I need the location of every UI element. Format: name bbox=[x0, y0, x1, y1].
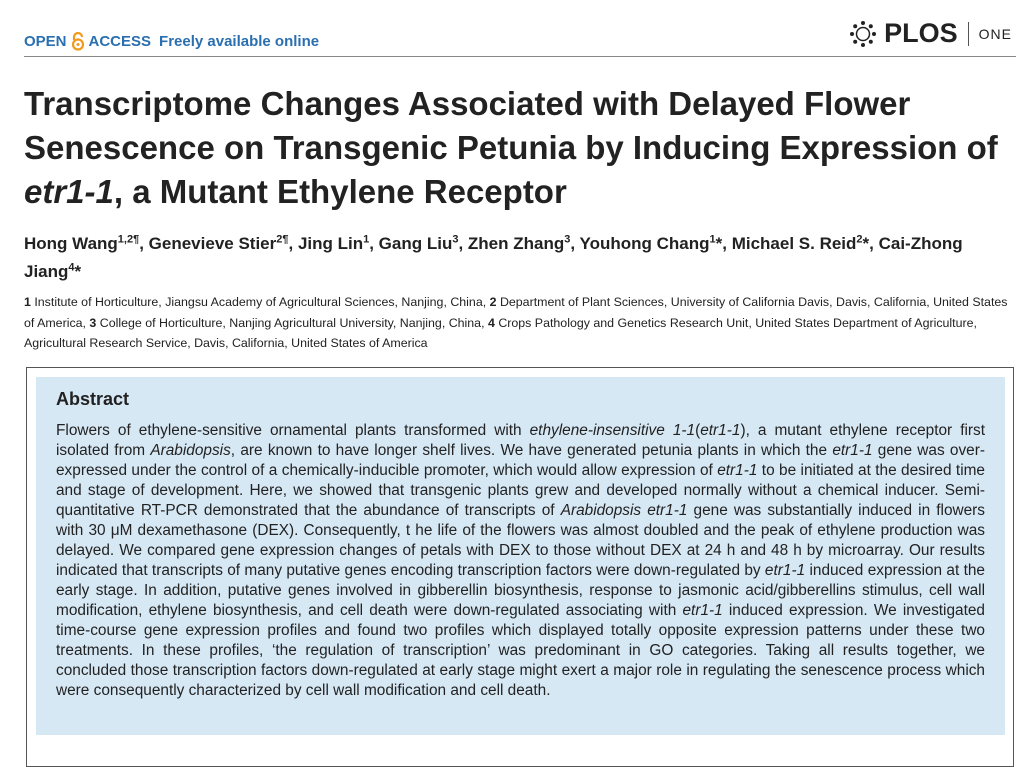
text-run: Hong Wang bbox=[24, 234, 118, 253]
italic-text: ethylene-insensitive 1-1 bbox=[529, 422, 696, 439]
abstract-body: Flowers of ethylene-sensitive ornamental… bbox=[56, 421, 985, 701]
text-run: induced expression. We investigated time… bbox=[56, 602, 985, 699]
text-run: , Genevieve Stier bbox=[139, 234, 277, 253]
superscript: 4 bbox=[68, 261, 75, 274]
open-label: OPEN bbox=[24, 32, 67, 50]
italic-text: etr1-1 bbox=[717, 462, 758, 479]
open-access-header: OPEN ACCESS Freely available online bbox=[24, 31, 319, 51]
text-run: College of Horticulture, Nanjing Agricul… bbox=[96, 315, 488, 330]
affiliation-number: 4 bbox=[487, 315, 495, 330]
superscript: 1 bbox=[709, 233, 716, 246]
brand-name: PLOS bbox=[884, 18, 958, 48]
text-run: Institute of Horticulture, Jiangsu Acade… bbox=[30, 295, 490, 309]
italic-text: etr1-1 bbox=[700, 422, 741, 439]
italic-text: etr1-1 bbox=[832, 442, 873, 459]
abstract-box bbox=[36, 377, 1005, 735]
superscript: 1,2¶ bbox=[117, 233, 140, 246]
tagline: Freely available online bbox=[159, 32, 320, 50]
journal-name: ONE bbox=[978, 25, 1012, 42]
text-run: * bbox=[74, 262, 82, 281]
italic-text: etr1-1 bbox=[24, 173, 114, 210]
plos-icon bbox=[850, 20, 877, 47]
superscript: 2¶ bbox=[276, 233, 289, 246]
affiliation-number: 1 bbox=[24, 295, 31, 309]
text-run: Crops Pathology and Genetics Research Un… bbox=[24, 315, 977, 351]
abstract-heading: Abstract bbox=[56, 389, 130, 409]
text-run: , a Mutant Ethylene Receptor bbox=[113, 173, 567, 210]
affiliation-number: 3 bbox=[89, 315, 97, 330]
page: OPEN ACCESS Freely available online PLOS… bbox=[24, 18, 1029, 767]
header-rule bbox=[24, 56, 1016, 57]
italic-text: etr1-1 bbox=[682, 602, 723, 619]
text-run: Transcriptome Changes Associated with De… bbox=[24, 85, 998, 166]
text-run: Department of Plant Sciences, University… bbox=[24, 295, 1008, 330]
text-run: , Jing Lin bbox=[288, 234, 364, 253]
affiliation-number: 2 bbox=[489, 295, 497, 309]
text-run: gene was substantially induced in flower… bbox=[56, 502, 985, 579]
title: Transcriptome Changes Associated with De… bbox=[24, 82, 1029, 214]
text-run: to be initiated at the desired time and … bbox=[56, 462, 985, 519]
text-run: , Gang Liu bbox=[369, 234, 453, 253]
italic-text: Arabidopsis bbox=[150, 442, 231, 459]
superscript: 1 bbox=[363, 233, 370, 246]
affiliations: 1 Institute of Horticulture, Jiangsu Aca… bbox=[24, 292, 1014, 354]
text-run: ), a mutant ethylene receptor first isol… bbox=[56, 422, 986, 459]
divider bbox=[967, 21, 969, 46]
superscript: 2 bbox=[856, 233, 863, 246]
lock-icon bbox=[71, 31, 84, 51]
superscript: 3 bbox=[564, 233, 571, 246]
journal-logo: PLOS ONE bbox=[848, 18, 1012, 49]
superscript: 3 bbox=[452, 233, 459, 246]
text-run: , are known to have longer shelf lives. … bbox=[230, 442, 833, 459]
text-run: *, Michael S. Reid bbox=[715, 234, 857, 253]
text-run: gene was over-expressed under the contro… bbox=[56, 442, 985, 479]
text-run: , Youhong Chang bbox=[570, 234, 710, 253]
text-run: , Zhen Zhang bbox=[458, 234, 565, 253]
authors: Hong Wang1,2¶, Genevieve Stier2¶, Jing L… bbox=[24, 230, 1004, 286]
italic-text: Arabidopsis etr1-1 bbox=[560, 502, 688, 519]
text-run: ( bbox=[695, 422, 701, 439]
text-run: Flowers of ethylene-sensitive ornamental… bbox=[56, 422, 530, 439]
text-run: *, Cai-Zhong Jiang bbox=[24, 234, 963, 281]
text-run: induced expression at the early stage. I… bbox=[56, 562, 985, 619]
italic-text: etr1-1 bbox=[764, 562, 806, 579]
access-label: ACCESS bbox=[88, 32, 152, 50]
